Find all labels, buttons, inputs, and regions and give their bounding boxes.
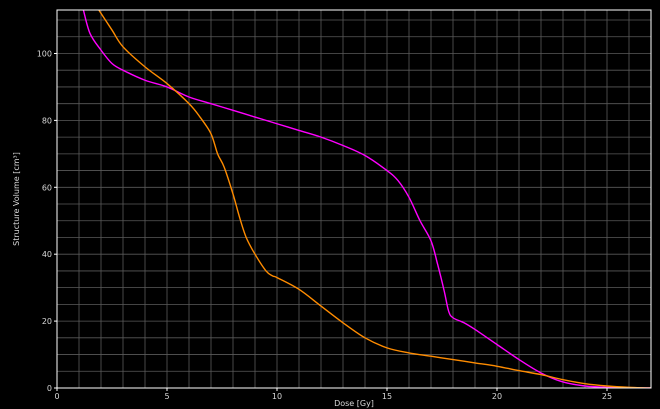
x-tick-label: 15 <box>382 392 392 401</box>
y-axis-title: Structure Volume [cm³] <box>12 152 21 246</box>
y-tick-label: 80 <box>42 116 52 125</box>
y-axis: 0 20 40 60 80 100 <box>37 49 57 393</box>
series-line-1 <box>82 10 651 388</box>
y-tick-label: 20 <box>42 317 52 326</box>
y-tick-label: 100 <box>37 49 52 58</box>
x-tick-label: 10 <box>272 392 282 401</box>
x-axis: 0 5 10 15 20 25 <box>54 388 612 401</box>
y-tick-label: 40 <box>42 250 52 259</box>
series-layer <box>82 10 651 388</box>
x-axis-title: Dose [Gy] <box>334 399 374 408</box>
x-tick-label: 0 <box>54 392 59 401</box>
y-tick-label: 0 <box>47 384 52 393</box>
x-tick-label: 25 <box>602 392 612 401</box>
series-line-2 <box>98 10 651 388</box>
x-tick-label: 20 <box>492 392 502 401</box>
y-tick-label: 60 <box>42 183 52 192</box>
x-tick-label: 5 <box>164 392 169 401</box>
plot-frame <box>56 9 652 389</box>
grid <box>56 10 652 389</box>
